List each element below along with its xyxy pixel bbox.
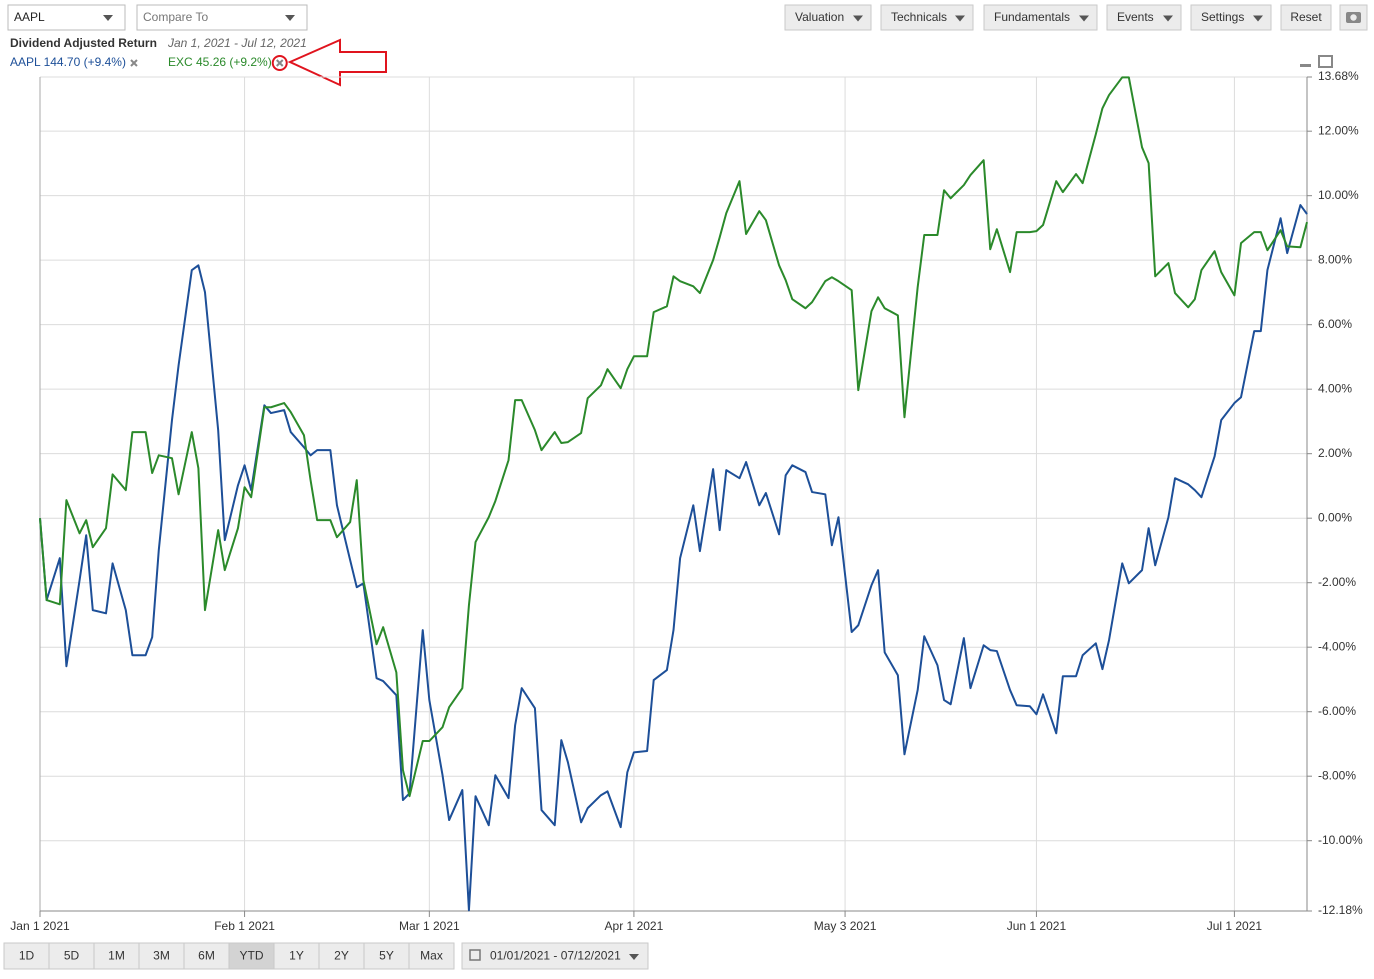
period-button[interactable] <box>273 942 320 970</box>
period-button[interactable] <box>93 942 140 970</box>
y-tick-label: 6.00% <box>1318 317 1352 331</box>
annotation-circle <box>271 55 288 71</box>
y-tick-label: 12.00% <box>1318 123 1359 137</box>
dropdown-caret <box>285 15 295 21</box>
y-tick-label: -2.00% <box>1318 575 1356 589</box>
x-tick-label: Apr 1 2021 <box>605 919 664 933</box>
y-tick-label: 10.00% <box>1318 188 1359 202</box>
dropdown-caret <box>1253 15 1263 22</box>
dropdown-caret <box>955 15 965 22</box>
menu-button-label: Events <box>1117 10 1154 24</box>
period-button-label: YTD <box>240 949 264 963</box>
period-button[interactable] <box>228 942 275 970</box>
chart-subtitle: Jan 1, 2021 - Jul 12, 2021 <box>167 36 307 50</box>
dropdown-caret <box>1079 15 1089 22</box>
y-tick-label: -4.00% <box>1318 639 1356 653</box>
period-button-label: 3M <box>153 949 170 963</box>
y-tick-label: 8.00% <box>1318 252 1352 266</box>
y-tick-label: 2.00% <box>1318 446 1352 460</box>
y-tick-label: -8.00% <box>1318 768 1356 782</box>
reset-button-label: Reset <box>1290 10 1322 24</box>
x-tick-label: Mar 1 2021 <box>399 919 460 933</box>
y-tick-label: 0.00% <box>1318 510 1352 524</box>
date-range-button[interactable] <box>461 942 649 970</box>
period-button[interactable] <box>318 942 365 970</box>
window-controls <box>1300 55 1333 68</box>
date-range-label: 01/01/2021 - 07/12/2021 <box>490 949 621 963</box>
period-button[interactable] <box>3 942 50 970</box>
dropdown[interactable] <box>136 4 308 31</box>
x-tick-label: May 3 2021 <box>814 919 877 933</box>
menu-button-label: Technicals <box>891 10 947 24</box>
y-tick-label: 13.68% <box>1318 69 1359 83</box>
dropdown-text: AAPL <box>14 10 45 24</box>
x-tick-label: Jan 1 2021 <box>10 919 70 933</box>
maximize-icon[interactable] <box>1318 55 1333 68</box>
legend-entry[interactable]: AAPL 144.70 (+9.4%) <box>10 55 126 69</box>
dropdown-caret <box>629 954 639 960</box>
legend-entry[interactable]: EXC 45.26 (+9.2%) <box>168 55 272 69</box>
remove-series-icon[interactable] <box>130 59 138 67</box>
period-button-label: 2Y <box>334 949 349 963</box>
reset-button[interactable] <box>1280 4 1332 31</box>
period-button-label: 5Y <box>379 949 394 963</box>
annotation-arrow <box>287 38 387 87</box>
period-button[interactable] <box>48 942 95 970</box>
dropdown-text: Compare To <box>143 10 208 24</box>
y-tick-label: -6.00% <box>1318 704 1356 718</box>
period-button-label: 6M <box>198 949 215 963</box>
series-line <box>39 204 1308 912</box>
y-tick-label: -12.18% <box>1318 903 1363 917</box>
dropdown-caret <box>103 15 113 21</box>
remove-series-icon[interactable] <box>276 59 284 67</box>
x-tick-label: Jun 1 2021 <box>1007 919 1067 933</box>
dropdown-caret <box>853 15 863 22</box>
period-button[interactable] <box>408 942 455 970</box>
minimize-icon[interactable] <box>1300 64 1311 67</box>
period-button-label: Max <box>420 949 443 963</box>
period-button-label: 1Y <box>289 949 304 963</box>
menu-button[interactable] <box>1106 4 1182 31</box>
calendar-icon <box>469 949 481 961</box>
period-button-label: 1D <box>19 949 35 963</box>
y-tick-label: 4.00% <box>1318 381 1352 395</box>
x-tick-label: Feb 1 2021 <box>214 919 275 933</box>
series-line <box>39 76 1308 798</box>
camera-lens <box>1350 14 1357 21</box>
period-button-label: 5D <box>64 949 80 963</box>
y-tick-label: -10.00% <box>1318 833 1363 847</box>
menu-button-label: Valuation <box>795 10 844 24</box>
dropdown-caret <box>1163 15 1173 22</box>
period-button-label: 1M <box>108 949 125 963</box>
menu-button-label: Fundamentals <box>994 10 1070 24</box>
x-tick-label: Jul 1 2021 <box>1207 919 1263 933</box>
menu-button[interactable] <box>983 4 1098 31</box>
menu-button-label: Settings <box>1201 10 1244 24</box>
chart-title: Dividend Adjusted Return <box>10 36 157 50</box>
